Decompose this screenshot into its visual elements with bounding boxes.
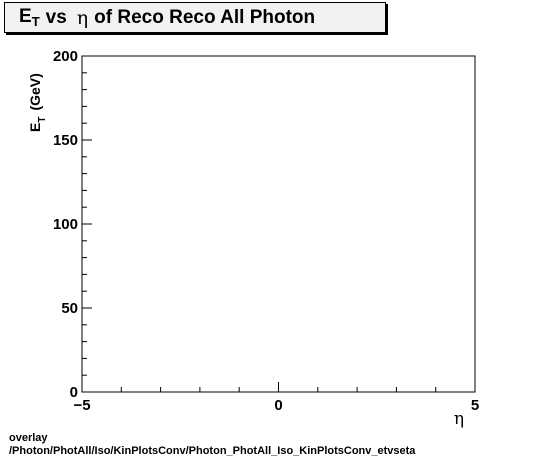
axis-ticks [81, 55, 476, 393]
x-tick-label: −5 [73, 397, 90, 414]
y-axis-title: ET(GeV) [27, 73, 48, 132]
x-axis-title: η [454, 409, 464, 429]
title-vs: vs [45, 6, 67, 28]
y-tick-label: 100 [53, 216, 78, 233]
footer-line-2: /Photon/PhotAll/Iso/KinPlotsConv/Photon_… [9, 445, 416, 457]
plot-title: ET vs η of Reco Reco All Photon [4, 2, 386, 33]
footer-caption: overlay /Photon/PhotAll/Iso/KinPlotsConv… [9, 432, 415, 458]
y-tick-label: 200 [53, 48, 78, 65]
x-tick-label: 0 [274, 397, 282, 414]
title-rest: of Reco Reco All Photon [94, 6, 316, 28]
y-tick-label: 50 [61, 300, 78, 317]
y-tick-label: 150 [53, 132, 78, 149]
plot-frame [81, 55, 476, 393]
x-tick-label: 5 [471, 397, 479, 414]
y-tick-label: 0 [70, 384, 78, 401]
svg-text:ET(GeV): ET(GeV) [27, 73, 48, 132]
title-eta: η [76, 6, 89, 29]
footer-line-1: overlay [9, 432, 48, 444]
title-et: ET [19, 6, 40, 29]
